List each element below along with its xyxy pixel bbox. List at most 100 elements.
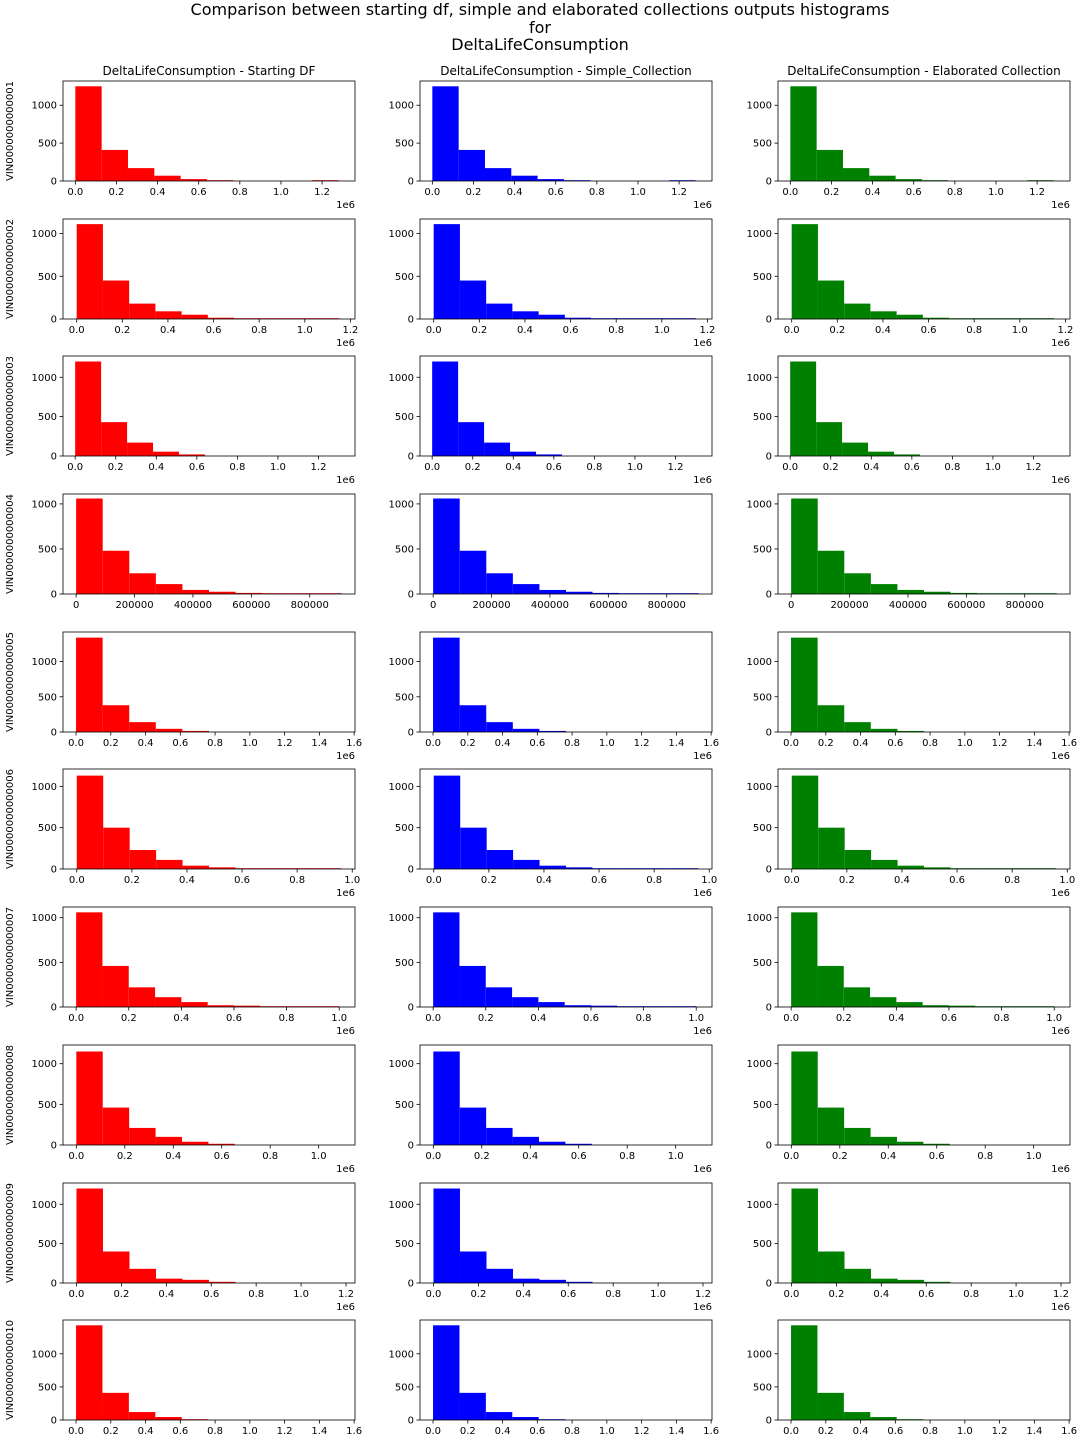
axes-frame <box>777 906 1071 1008</box>
histogram-bar <box>844 303 871 319</box>
histogram-bar <box>510 451 536 456</box>
y-tick-label: 500 <box>395 412 414 423</box>
y-tick-label: 0 <box>51 315 57 326</box>
histogram-bar <box>76 498 103 594</box>
histogram-bar <box>924 591 951 594</box>
histogram-bar <box>977 593 1004 594</box>
x-tick-label: 1.0 <box>650 1289 666 1300</box>
histogram-bar <box>155 311 182 319</box>
histogram-bar <box>948 1005 976 1007</box>
axes-frame <box>777 1044 1071 1146</box>
histogram-bar <box>791 1051 818 1145</box>
y-tick-label: 1000 <box>32 1349 57 1360</box>
histogram-bar <box>619 593 646 594</box>
x-tick-label: 0.4 <box>515 1289 531 1300</box>
histogram-bar <box>433 775 461 869</box>
x-offset-label: 1e6 <box>1051 751 1070 762</box>
x-tick-label: 0.6 <box>172 738 188 749</box>
y-tick-label: 500 <box>753 139 772 150</box>
histogram-bar <box>672 593 699 594</box>
histogram-bar <box>235 868 262 869</box>
y-tick-label: 0 <box>408 1279 414 1290</box>
x-tick-label: 0.0 <box>425 1151 441 1162</box>
x-tick-label: 0.8 <box>605 1289 621 1300</box>
y-tick-label: 0 <box>766 1279 772 1290</box>
histogram-bar <box>1029 868 1057 869</box>
x-tick-label: 0.2 <box>460 738 476 749</box>
y-tick-label: 0 <box>766 1416 772 1427</box>
histogram-bar <box>893 454 920 456</box>
y-tick-label: 500 <box>395 958 414 969</box>
histogram-bar <box>871 859 898 869</box>
axes-frame <box>62 768 356 870</box>
y-tick-label: 1000 <box>32 101 57 112</box>
y-tick-label: 500 <box>38 692 57 703</box>
x-tick-label: 1.0 <box>957 738 973 749</box>
histogram-bar <box>870 311 897 319</box>
histogram-bar <box>566 1281 593 1283</box>
histogram-bar <box>182 1279 209 1283</box>
y-tick-label: 0 <box>408 177 414 188</box>
x-tick-label: 1.6 <box>346 738 362 749</box>
x-tick-label: 0.4 <box>522 1151 538 1162</box>
y-tick-label: 500 <box>38 272 57 283</box>
x-tick-label: 0.2 <box>478 1013 494 1024</box>
histogram-bar <box>260 1006 287 1007</box>
y-tick-label: 500 <box>395 272 414 283</box>
histogram-bar <box>180 179 207 181</box>
x-offset-label: 1e6 <box>336 1164 355 1175</box>
axes-frame <box>62 218 356 320</box>
histogram-bar <box>791 912 818 1007</box>
y-tick-label: 1000 <box>32 373 57 384</box>
x-tick-label: 0.2 <box>818 738 834 749</box>
x-tick-label: 0.0 <box>69 325 85 336</box>
histogram-bar <box>618 868 646 869</box>
x-tick-label: 0.8 <box>608 325 624 336</box>
y-tick-label: 1000 <box>389 1059 414 1070</box>
y-tick-label: 0 <box>408 728 414 739</box>
x-tick-label: 1.2 <box>342 325 358 336</box>
histogram-bar <box>645 868 672 869</box>
histogram-bar <box>816 149 843 181</box>
histogram-bar <box>127 168 155 181</box>
x-offset-label: 1e6 <box>1051 1164 1070 1175</box>
x-tick-label: 0.6 <box>921 325 937 336</box>
x-tick-label: 1.0 <box>701 875 717 886</box>
histogram-bar <box>817 965 844 1007</box>
x-tick-label: 0.0 <box>783 1013 799 1024</box>
histogram-bar <box>459 550 487 594</box>
suptitle-line-3: DeltaLifeConsumption <box>451 35 629 54</box>
histogram-bar <box>564 317 592 319</box>
y-tick-label: 1000 <box>32 499 57 510</box>
histogram-bar <box>950 592 978 594</box>
histogram-bar <box>870 1278 898 1283</box>
x-tick-label: 1.2 <box>634 738 650 749</box>
histogram-bar <box>76 1188 103 1283</box>
histogram-bar <box>592 592 620 594</box>
axes-frame <box>419 1319 713 1421</box>
x-tick-label: 1.6 <box>703 738 719 749</box>
x-tick-label: 0.2 <box>460 1426 476 1437</box>
histogram-bar <box>459 1251 487 1283</box>
x-tick-label: 0 <box>788 600 794 611</box>
y-tick-label: 1000 <box>32 782 57 793</box>
y-tick-label: 1000 <box>32 229 57 240</box>
y-tick-label: 500 <box>38 1100 57 1111</box>
x-tick-label: 0.4 <box>138 738 154 749</box>
x-tick-label: 0.8 <box>232 187 248 198</box>
histogram-bar <box>102 550 130 594</box>
y-tick-label: 500 <box>38 1382 57 1393</box>
x-tick-label: 0.0 <box>783 1151 799 1162</box>
x-tick-label: 0.6 <box>226 1013 242 1024</box>
histogram-bar <box>314 868 342 869</box>
x-tick-label: 1.4 <box>668 738 684 749</box>
x-tick-label: 0.6 <box>887 1426 903 1437</box>
x-tick-label: 0.2 <box>828 1289 844 1300</box>
row-ylabel: VIN0000000000007 <box>5 907 16 1007</box>
x-tick-label: 200000 <box>830 600 868 611</box>
histogram-bar <box>538 1141 566 1145</box>
axes-frame <box>419 80 713 182</box>
x-offset-label: 1e6 <box>1051 888 1070 899</box>
x-tick-label: 1.0 <box>311 1151 327 1162</box>
x-tick-label: 0.8 <box>966 325 982 336</box>
